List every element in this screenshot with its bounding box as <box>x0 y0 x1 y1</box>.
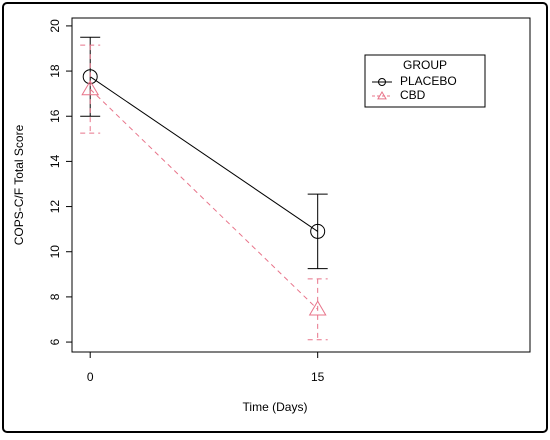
series-line <box>89 76 318 232</box>
x-tick-label: 15 <box>311 370 325 384</box>
y-tick-label: 6 <box>48 338 62 345</box>
marker <box>377 90 387 100</box>
y-tick-label: 8 <box>48 293 62 300</box>
marker <box>310 223 326 239</box>
y-tick-label: 12 <box>48 200 62 214</box>
marker <box>81 80 100 96</box>
legend-label: PLACEBO <box>400 74 457 88</box>
series-line <box>89 88 319 310</box>
y-tick-label: 16 <box>48 109 62 123</box>
y-tick-label: 14 <box>48 154 62 168</box>
x-tick-label: 0 <box>87 370 94 384</box>
x-axis-label: Time (Days) <box>243 400 308 414</box>
marker <box>308 300 327 316</box>
error-bar <box>307 278 328 341</box>
error-bar <box>80 44 101 134</box>
plot-box <box>71 17 531 353</box>
y-tick-label: 20 <box>48 19 62 33</box>
y-tick-label: 10 <box>48 245 62 259</box>
y-axis-label: COPS-C/F Total Score <box>12 124 26 245</box>
y-tick-label: 18 <box>48 64 62 78</box>
marker <box>378 78 386 86</box>
legend-label: CBD <box>400 88 426 102</box>
legend-title: GROUP <box>403 58 447 72</box>
error-bar <box>307 193 328 270</box>
